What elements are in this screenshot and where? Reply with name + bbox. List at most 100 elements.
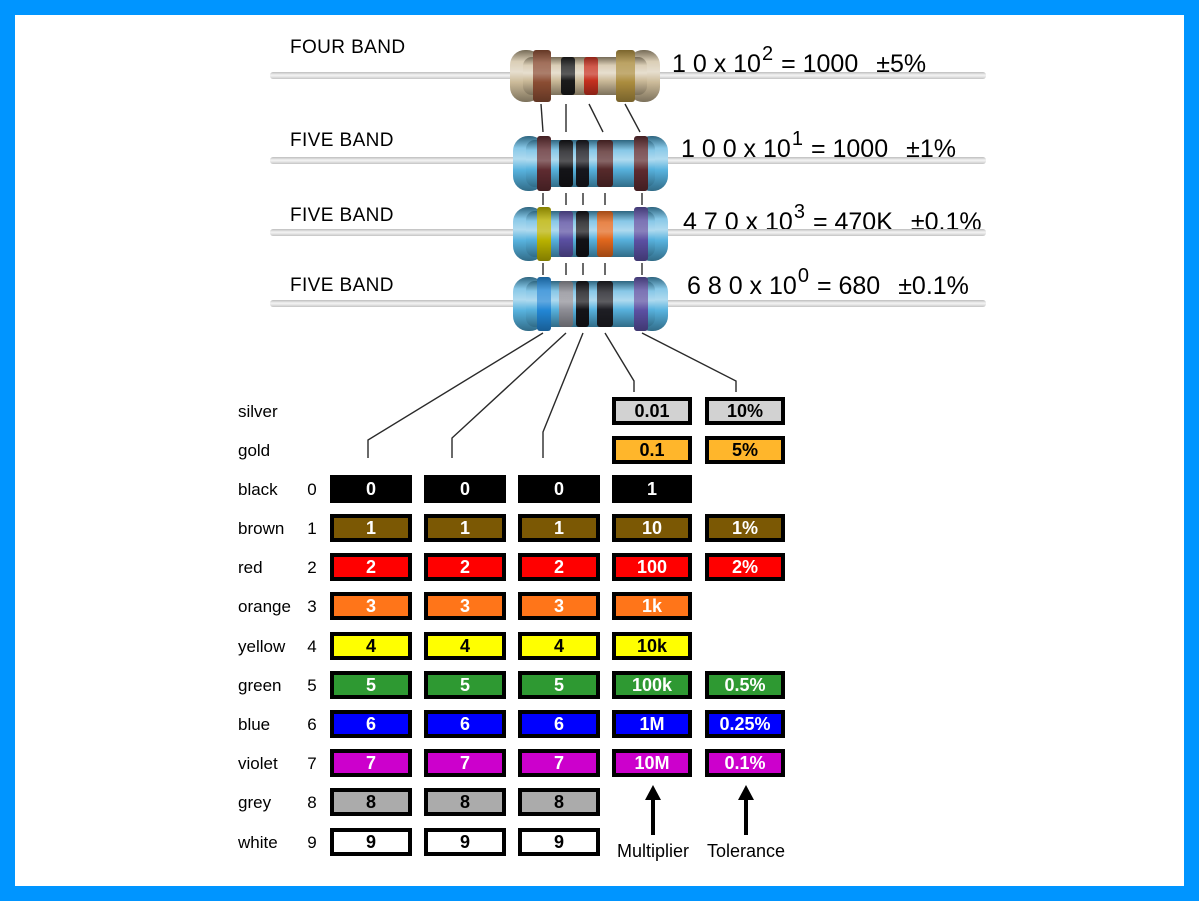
band-black xyxy=(576,281,589,327)
resistor-five-band-1 xyxy=(513,136,668,191)
cell-brown-digit-3: 1 xyxy=(518,514,600,542)
cell-yellow-multiplier: 10k xyxy=(612,632,692,660)
cell-gold-multiplier: 0.1 xyxy=(612,436,692,464)
cell-violet-digit-2: 7 xyxy=(424,749,506,777)
band-red xyxy=(584,57,598,95)
cell-black-digit-1: 0 xyxy=(330,475,412,503)
cell-red-digit-3: 2 xyxy=(518,553,600,581)
digit-value-black: 0 xyxy=(307,480,317,499)
color-name-grey: grey xyxy=(238,793,272,812)
color-name-violet: violet xyxy=(238,754,278,773)
band-brown xyxy=(634,136,648,191)
formula-result: = 680 xyxy=(816,272,881,300)
resistor-row-label: FIVE BAND xyxy=(290,130,394,151)
resistor-five-band-2 xyxy=(513,207,668,261)
cell-green-digit-2: 5 xyxy=(424,671,506,699)
resistor-four-band xyxy=(510,50,660,102)
resistor-row-label: FOUR BAND xyxy=(290,37,406,58)
band-brown xyxy=(597,140,613,187)
cell-red-digit-1: 2 xyxy=(330,553,412,581)
cell-yellow-digit-3: 4 xyxy=(518,632,600,660)
formula-exponent: 3 xyxy=(793,201,805,223)
cell-blue-multiplier: 1M xyxy=(612,710,692,738)
cell-grey-digit-3: 8 xyxy=(518,788,600,816)
band-grey xyxy=(559,281,573,327)
band-orange xyxy=(597,211,613,257)
cell-red-tolerance: 2% xyxy=(705,553,785,581)
color-name-brown: brown xyxy=(238,519,285,538)
digit-value-white: 9 xyxy=(307,833,317,852)
color-name-blue: blue xyxy=(238,715,271,734)
resistor-formula: 6 8 0 x 100 = 680 ±0.1% xyxy=(687,264,969,299)
band-yellow xyxy=(537,207,551,261)
color-name-silver: silver xyxy=(238,402,278,421)
cell-green-multiplier: 100k xyxy=(612,671,692,699)
cell-silver-multiplier: 0.01 xyxy=(612,397,692,425)
formula-tolerance: ±0.1% xyxy=(898,272,969,300)
band-black xyxy=(559,140,573,187)
band-violet xyxy=(559,211,573,257)
color-name-gold: gold xyxy=(238,441,271,460)
cell-grey-digit-2: 8 xyxy=(424,788,506,816)
cell-red-digit-2: 2 xyxy=(424,553,506,581)
digit-value-green: 5 xyxy=(307,676,317,695)
cell-green-tolerance: 0.5% xyxy=(705,671,785,699)
multiplier-column-label: Multiplier xyxy=(616,841,690,861)
color-name-black: black xyxy=(238,480,278,499)
cell-violet-multiplier: 10M xyxy=(612,749,692,777)
digit-value-grey: 8 xyxy=(307,793,317,812)
cell-silver-tolerance: 10% xyxy=(705,397,785,425)
cell-blue-digit-2: 6 xyxy=(424,710,506,738)
color-name-orange: orange xyxy=(238,597,291,616)
digit-value-violet: 7 xyxy=(307,754,317,773)
cell-green-digit-1: 5 xyxy=(330,671,412,699)
formula-prefix: 6 8 0 x 10 xyxy=(687,272,797,300)
color-name-white: white xyxy=(238,833,278,852)
band-violet xyxy=(634,207,648,261)
digit-value-red: 2 xyxy=(307,558,317,577)
band-gold xyxy=(616,50,635,102)
cell-grey-digit-1: 8 xyxy=(330,788,412,816)
cell-brown-digit-1: 1 xyxy=(330,514,412,542)
cell-red-multiplier: 100 xyxy=(612,553,692,581)
cell-black-digit-2: 0 xyxy=(424,475,506,503)
resistor-row-label: FIVE BAND xyxy=(290,205,394,226)
digit-value-brown: 1 xyxy=(307,519,317,538)
band-black xyxy=(576,140,589,187)
band-brown xyxy=(537,136,551,191)
cell-gold-tolerance: 5% xyxy=(705,436,785,464)
digit-value-blue: 6 xyxy=(307,715,317,734)
cell-brown-digit-2: 1 xyxy=(424,514,506,542)
formula-exponent: 1 xyxy=(791,128,803,150)
cell-violet-tolerance: 0.1% xyxy=(705,749,785,777)
cell-black-digit-3: 0 xyxy=(518,475,600,503)
cell-brown-multiplier: 10 xyxy=(612,514,692,542)
color-name-yellow: yellow xyxy=(238,637,286,656)
band-blue xyxy=(537,277,551,331)
color-name-green: green xyxy=(238,676,282,695)
resistor-row-label: FIVE BAND xyxy=(290,275,394,296)
band-black xyxy=(597,281,613,327)
cell-white-digit-3: 9 xyxy=(518,828,600,856)
cell-blue-digit-1: 6 xyxy=(330,710,412,738)
cell-brown-tolerance: 1% xyxy=(705,514,785,542)
digit-value-yellow: 4 xyxy=(307,637,317,656)
cell-green-digit-3: 5 xyxy=(518,671,600,699)
cell-orange-digit-3: 3 xyxy=(518,592,600,620)
cell-yellow-digit-2: 4 xyxy=(424,632,506,660)
cell-white-digit-2: 9 xyxy=(424,828,506,856)
band-brown xyxy=(533,50,551,102)
cell-violet-digit-1: 7 xyxy=(330,749,412,777)
resistor-five-band-3 xyxy=(513,277,668,331)
cell-orange-digit-2: 3 xyxy=(424,592,506,620)
cell-yellow-digit-1: 4 xyxy=(330,632,412,660)
formula-exponent: 2 xyxy=(761,43,774,65)
color-name-red: red xyxy=(238,558,263,577)
cell-blue-tolerance: 0.25% xyxy=(705,710,785,738)
tolerance-column-label: Tolerance xyxy=(706,841,786,861)
band-black xyxy=(561,57,575,95)
digit-value-orange: 3 xyxy=(307,597,317,616)
band-violet xyxy=(634,277,648,331)
